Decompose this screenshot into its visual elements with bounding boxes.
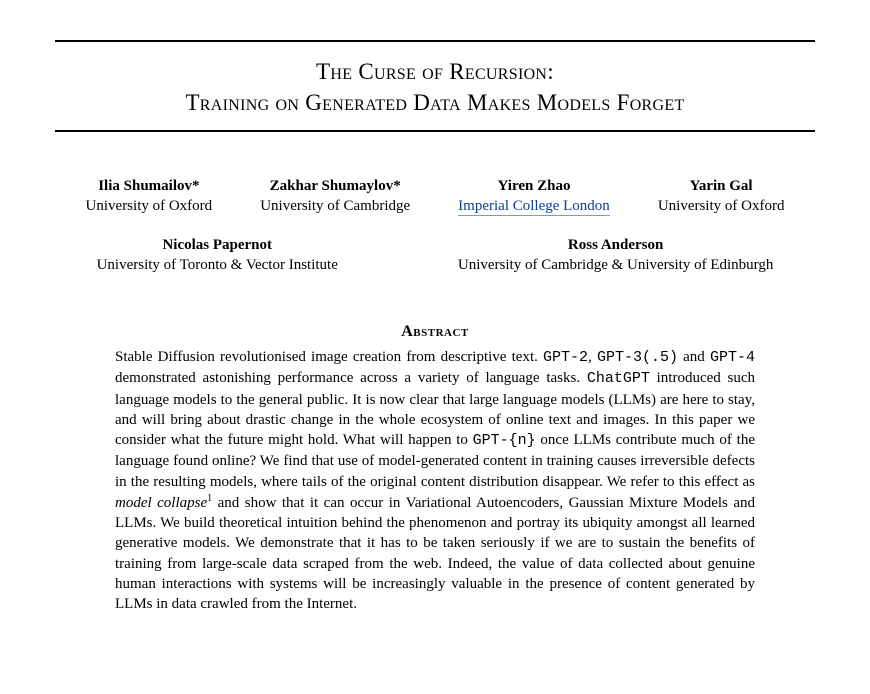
abstract-text: and <box>678 349 710 365</box>
author-name: Yarin Gal <box>690 178 753 194</box>
abstract-block: Abstract Stable Diffusion revolutionised… <box>55 323 815 614</box>
abstract-heading: Abstract <box>55 323 815 341</box>
author: Yiren Zhao Imperial College London <box>458 176 610 217</box>
author-affiliation: University of Cambridge <box>260 198 410 214</box>
title-block: The Curse of Recursion: Training on Gene… <box>55 42 815 130</box>
author-row-2: Nicolas Papernot University of Toronto &… <box>55 235 815 276</box>
author: Ilia Shumailov* University of Oxford <box>86 176 213 217</box>
abstract-text: and show that it can occur in Variationa… <box>115 495 755 612</box>
author-name: Yiren Zhao <box>498 178 571 194</box>
author-name: Ross Anderson <box>568 237 663 253</box>
paper-page: The Curse of Recursion: Training on Gene… <box>0 0 870 644</box>
author-name: Ilia Shumailov* <box>98 178 199 194</box>
author-name: Zakhar Shumaylov* <box>270 178 401 194</box>
code-text: ChatGPT <box>587 370 650 387</box>
abstract-text: , <box>588 349 597 365</box>
code-text: GPT-{n} <box>473 432 536 449</box>
abstract-text: Stable Diffusion revolutionised image cr… <box>115 349 543 365</box>
author: Yarin Gal University of Oxford <box>658 176 785 217</box>
code-text: GPT-3(.5) <box>597 349 678 366</box>
author-affiliation-link[interactable]: Imperial College London <box>458 198 610 216</box>
author: Ross Anderson University of Cambridge & … <box>458 235 774 276</box>
authors-block: Ilia Shumailov* University of Oxford Zak… <box>55 176 815 275</box>
code-text: GPT-4 <box>710 349 755 366</box>
author: Nicolas Papernot University of Toronto &… <box>97 235 338 276</box>
author-affiliation: University of Toronto & Vector Institute <box>97 257 338 273</box>
title-line-1: The Curse of Recursion: <box>55 56 815 87</box>
italic-text: model collapse <box>115 495 207 511</box>
abstract-body: Stable Diffusion revolutionised image cr… <box>115 347 755 614</box>
code-text: GPT-2 <box>543 349 588 366</box>
title-line-2: Training on Generated Data Makes Models … <box>55 87 815 118</box>
bottom-rule <box>55 130 815 132</box>
author-name: Nicolas Papernot <box>162 237 272 253</box>
author-row-1: Ilia Shumailov* University of Oxford Zak… <box>55 176 815 217</box>
author-affiliation: University of Oxford <box>86 198 213 214</box>
abstract-text: demonstrated astonishing performance acr… <box>115 370 587 386</box>
author-affiliation: University of Cambridge & University of … <box>458 257 774 273</box>
author: Zakhar Shumaylov* University of Cambridg… <box>260 176 410 217</box>
author-affiliation: University of Oxford <box>658 198 785 214</box>
